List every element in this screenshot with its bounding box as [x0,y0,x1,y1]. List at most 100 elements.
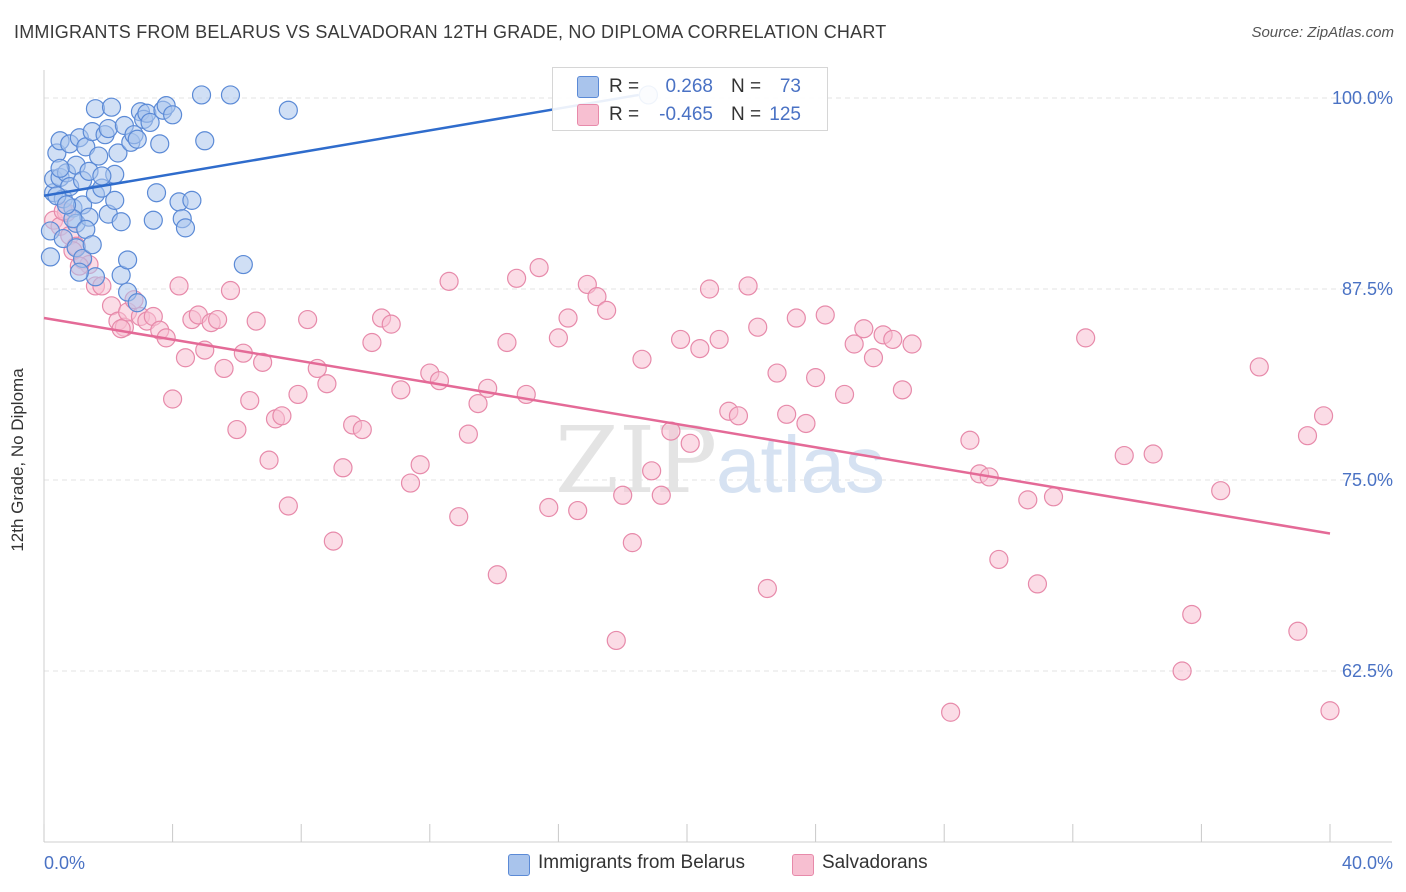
salvadoran-point-99 [883,329,903,350]
salvadoran-point-50 [400,473,421,493]
legend-r-label: R = [609,104,640,125]
legend-swatch-salvadoran [577,104,599,126]
watermark-zip: ZIP [555,407,717,514]
salvadoran-point-119 [1313,406,1334,426]
salvadoran-point-42 [323,531,343,551]
salvadoran-point-48 [381,314,401,334]
axes [43,70,1392,843]
salvadoran-point-63 [529,258,549,278]
belarus-point-71 [127,129,147,149]
bottom-legend-swatch-salvadoran [792,854,814,876]
legend-swatch-belarus [577,76,599,98]
belarus-point-52 [233,254,253,275]
belarus-point-70 [143,210,163,230]
salvadoran-point-60 [497,332,517,353]
salvadoran-point-69 [587,287,607,307]
salvadoran-point-82 [709,329,729,350]
belarus-point-25 [98,118,118,139]
belarus-point-39 [140,112,160,133]
belarus-point-68 [82,235,102,255]
legend-n-label: N = [731,104,762,125]
salvadoran-point-86 [748,317,768,337]
salvadoran-trend-line [43,316,1331,535]
salvadoran-point-81 [699,279,720,299]
belarus-point-20 [85,99,106,119]
belarus-point-50 [195,131,215,151]
salvadoran-point-112 [1143,444,1163,464]
belarus-point-67 [56,195,77,215]
legend-r-value-salvadoran: -0.465 [659,104,713,125]
belarus-trend-line [43,93,639,198]
salvadoran-point-65 [548,328,569,348]
legend-row-salvadoran: R = -0.465 N = 125 [553,101,827,127]
salvadoran-point-61 [507,268,527,288]
salvadoran-point-106 [989,549,1009,570]
trend-lines [43,93,1331,535]
salvadoran-point-55 [449,507,469,527]
salvadoran-point-85 [738,276,758,296]
salvadoran-point-116 [1249,357,1269,377]
salvadoran-point-32 [246,311,266,331]
salvadoran-point-84 [728,406,749,426]
belarus-point-64 [105,190,125,210]
salvadoran-point-41 [317,374,337,394]
belarus-point-44 [163,105,183,125]
salvadoran-point-91 [796,413,816,434]
salvadoran-point-66 [558,308,578,328]
belarus-point-51 [220,85,241,105]
belarus-points [40,85,659,313]
salvadoran-point-31 [240,390,260,411]
y-tick-label-2: 75.0% [1342,470,1393,490]
salvadoran-point-117 [1288,621,1308,641]
salvadoran-point-113 [1172,661,1192,681]
salvadoran-point-108 [1027,574,1048,594]
source-label: Source: ZipAtlas.com [1251,24,1394,41]
salvadoran-point-64 [539,497,559,518]
salvadoran-point-93 [815,305,835,325]
salvadoran-point-79 [680,433,700,453]
belarus-point-29 [108,143,128,163]
salvadoran-point-90 [786,308,806,328]
bottom-legend-label-belarus: Immigrants from Belarus [538,852,745,873]
salvadoran-point-96 [854,319,874,339]
salvadoran-point-45 [352,419,372,440]
belarus-point-60 [50,158,70,178]
belarus-point-49 [191,85,212,105]
x-tick-label-0: 0.0% [44,853,85,873]
belarus-point-54 [40,247,61,267]
watermark-atlas: atlas [716,420,885,509]
legend-n-value-belarus: 73 [779,76,801,97]
legend-n-label: N = [731,76,762,97]
salvadoran-point-111 [1114,445,1134,466]
salvadoran-point-59 [487,565,507,585]
salvadoran-point-73 [622,533,642,553]
salvadoran-point-54 [439,271,459,291]
salvadoran-point-43 [333,458,353,478]
salvadoran-point-97 [863,348,884,368]
salvadoran-point-26 [208,309,228,330]
bottom-legend-swatch-belarus [508,854,530,876]
y-axis-label: 12th Grade, No Diploma [8,368,27,552]
belarus-point-66 [69,262,89,282]
salvadoran-point-72 [613,485,633,505]
salvadoran-point-78 [670,329,691,350]
salvadoran-point-101 [902,334,922,354]
x-tick-label-1: 40.0% [1342,853,1393,873]
salvadoran-point-71 [606,630,626,651]
salvadoran-point-103 [960,430,980,450]
belarus-point-35 [127,293,147,313]
salvadoran-point-102 [941,702,961,722]
salvadoran-point-88 [767,363,787,383]
correlation-legend: R = 0.268 N = 73 R = -0.465 N = 125 [552,67,828,131]
salvadoran-point-46 [362,332,382,353]
salvadoran-point-89 [777,404,797,424]
salvadoran-point-100 [892,380,913,400]
salvadoran-point-19 [163,389,183,409]
belarus-point-58 [85,267,106,287]
salvadoran-point-87 [757,578,777,599]
salvadoran-point-49 [391,380,411,400]
grid-lines [44,97,1392,672]
salvadoran-point-21 [175,348,196,368]
